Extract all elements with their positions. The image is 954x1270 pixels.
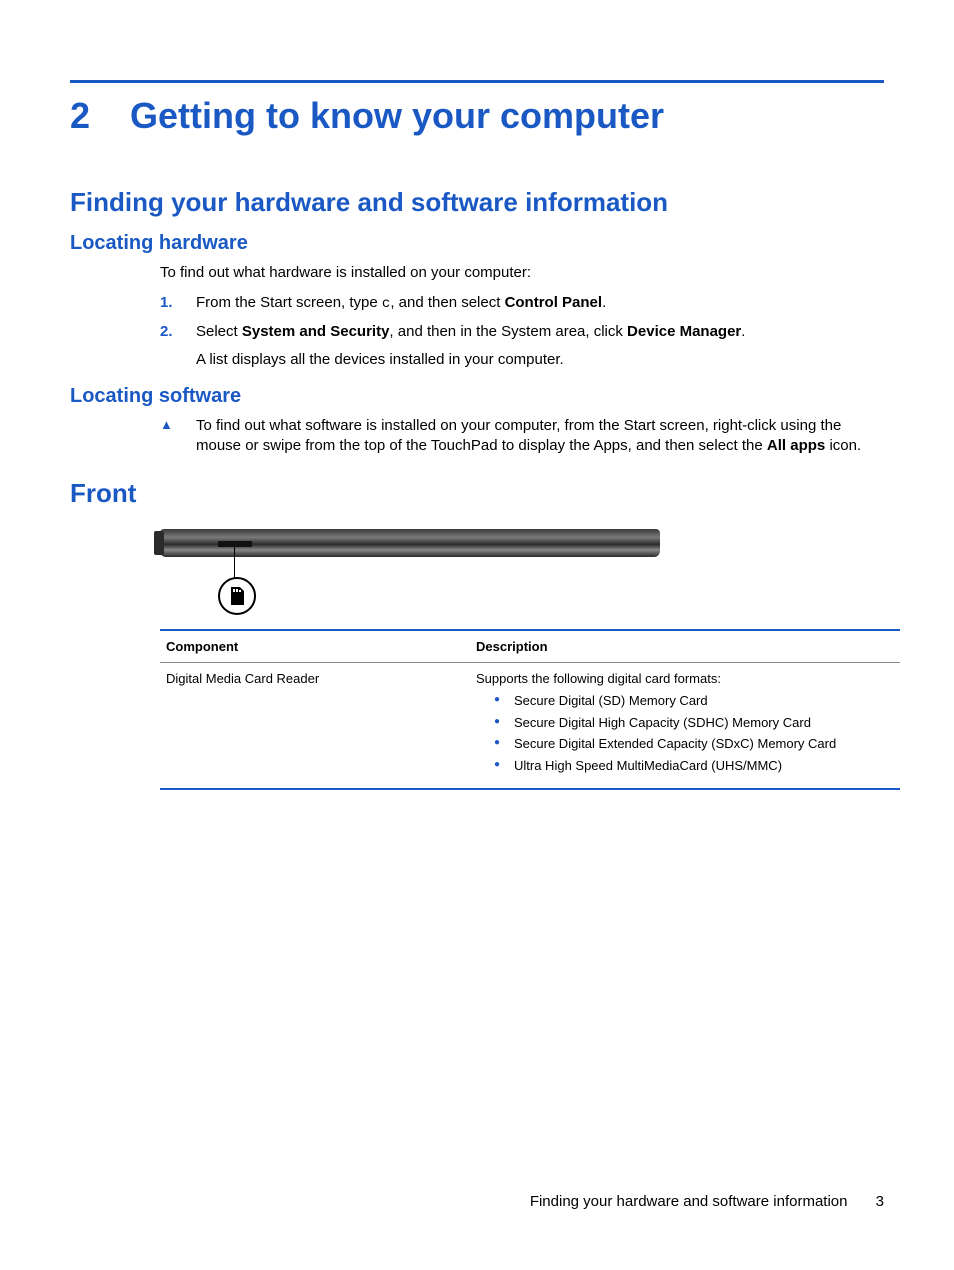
laptop-front-illustration: [160, 529, 660, 619]
text-fragment: .: [602, 294, 606, 311]
bold-text: Device Manager: [627, 323, 741, 340]
text-fragment: , and then in the System area, click: [389, 323, 627, 340]
list-item: ● Secure Digital Extended Capacity (SDxC…: [494, 735, 894, 753]
text-fragment: , and then select: [390, 294, 504, 311]
bold-text: System and Security: [242, 323, 390, 340]
front-view-figure: [160, 529, 884, 619]
cell-description: Supports the following digital card form…: [476, 671, 894, 778]
component-table: Component Description Digital Media Card…: [160, 629, 900, 790]
section-heading-finding: Finding your hardware and software infor…: [70, 187, 884, 218]
chapter-heading: 2 Getting to know your computer: [70, 95, 884, 137]
step-marker: 1.: [160, 293, 196, 314]
list-item: ● Secure Digital (SD) Memory Card: [494, 692, 894, 710]
column-header-description: Description: [476, 639, 894, 654]
table-row: Digital Media Card Reader Supports the f…: [160, 663, 900, 788]
sd-card-icon: [228, 586, 246, 606]
cell-component: Digital Media Card Reader: [166, 671, 476, 778]
step-content: From the Start screen, type c, and then …: [196, 293, 884, 314]
chapter-number: 2: [70, 95, 130, 137]
bullet-content: To find out what software is installed o…: [196, 416, 884, 457]
step-1: 1. From the Start screen, type c, and th…: [160, 293, 884, 314]
laptop-hinge: [154, 531, 164, 555]
step-marker: 2.: [160, 322, 196, 342]
list-item: ● Secure Digital High Capacity (SDHC) Me…: [494, 714, 894, 732]
bullet-icon: ●: [494, 714, 514, 732]
list-item-text: Secure Digital High Capacity (SDHC) Memo…: [514, 714, 811, 732]
chapter-title: Getting to know your computer: [130, 95, 664, 137]
bold-text: All apps: [767, 437, 825, 454]
description-intro: Supports the following digital card form…: [476, 671, 894, 686]
page-footer: Finding your hardware and software infor…: [530, 1193, 884, 1210]
step-2: 2. Select System and Security, and then …: [160, 322, 884, 342]
triangle-icon: ▲: [160, 416, 196, 457]
text-fragment: Select: [196, 323, 242, 340]
top-rule: [70, 80, 884, 83]
list-item: ● Ultra High Speed MultiMediaCard (UHS/M…: [494, 757, 894, 775]
bullet-icon: ●: [494, 692, 514, 710]
bullet-icon: ●: [494, 735, 514, 753]
card-reader-slot: [218, 541, 252, 547]
text-fragment: icon.: [825, 437, 861, 454]
list-item-text: Secure Digital (SD) Memory Card: [514, 692, 708, 710]
text-fragment: .: [741, 323, 745, 340]
triangle-bullet-item: ▲ To find out what software is installed…: [160, 416, 884, 457]
step-note: A list displays all the devices installe…: [196, 350, 884, 370]
text-fragment: To find out what software is installed o…: [196, 417, 841, 454]
callout-line: [234, 547, 235, 581]
step-content: Select System and Security, and then in …: [196, 322, 884, 342]
bullet-icon: ●: [494, 757, 514, 775]
list-item-text: Ultra High Speed MultiMediaCard (UHS/MMC…: [514, 757, 782, 775]
column-header-component: Component: [166, 639, 476, 654]
footer-text: Finding your hardware and software infor…: [530, 1193, 848, 1210]
bold-text: Control Panel: [505, 294, 603, 311]
callout-icon-sd-card: [218, 577, 256, 615]
text-fragment: From the Start screen, type: [196, 294, 382, 311]
subsection-heading-locating-hardware: Locating hardware: [70, 232, 884, 255]
section-heading-front: Front: [70, 478, 884, 509]
intro-text: To find out what hardware is installed o…: [160, 263, 884, 283]
subsection-heading-locating-software: Locating software: [70, 385, 884, 408]
list-item-text: Secure Digital Extended Capacity (SDxC) …: [514, 735, 836, 753]
page-number: 3: [876, 1193, 884, 1210]
document-page: 2 Getting to know your computer Finding …: [0, 0, 954, 1270]
table-header-row: Component Description: [160, 631, 900, 663]
